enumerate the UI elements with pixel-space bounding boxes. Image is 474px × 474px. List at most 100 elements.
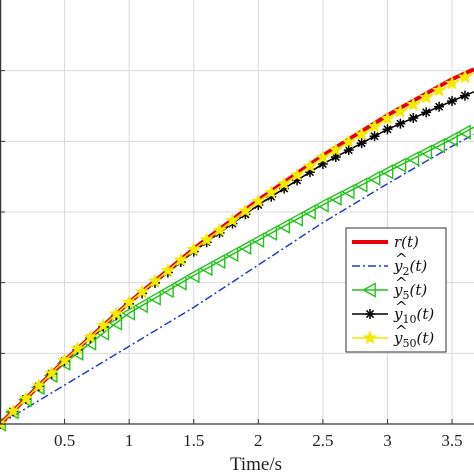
marker-triangle — [314, 197, 329, 213]
legend-arg: (t) — [409, 281, 427, 299]
legend-hat: ^ — [395, 250, 408, 268]
marker-star — [160, 263, 176, 277]
marker-star — [263, 185, 279, 199]
legend-base: r — [394, 233, 402, 251]
marker-asterisk — [369, 131, 380, 142]
legend-arg: (t) — [409, 257, 427, 275]
legend-item: y5(t)^ — [352, 274, 427, 302]
marker-asterisk — [459, 90, 470, 101]
legend-label: y2(t) — [393, 257, 427, 278]
legend-hat: ^ — [395, 322, 408, 340]
marker-triangle — [289, 211, 303, 227]
marker-triangle — [159, 282, 174, 299]
marker-star — [70, 341, 85, 355]
legend-label: y5(t) — [393, 281, 427, 302]
series-1 — [0, 133, 474, 425]
marker-star — [362, 330, 378, 345]
marker-asterisk — [356, 138, 367, 149]
marker-triangle — [263, 225, 278, 241]
marker-triangle — [353, 177, 368, 193]
legend-base: y — [393, 329, 403, 347]
series-group — [0, 67, 474, 432]
marker-star — [444, 75, 460, 90]
legend-subscript: 10 — [402, 313, 416, 326]
x-tick-label: 1 — [125, 431, 134, 450]
marker-triangle — [392, 157, 407, 173]
axes — [0, 0, 474, 425]
legend: r(t)y2(t)^y5(t)^y10(t)^y50(t)^ — [345, 227, 447, 353]
x-tick-label: 0.5 — [54, 431, 75, 450]
marker-star — [354, 126, 369, 141]
marker-star — [109, 306, 124, 321]
series-markers — [0, 69, 473, 431]
legend-base: y — [393, 305, 403, 323]
marker-triangle — [172, 275, 187, 291]
legend-subscript: 50 — [402, 337, 416, 350]
marker-triangle — [121, 305, 136, 321]
legend-base: y — [393, 281, 403, 299]
x-axis-title: Time/s — [230, 454, 282, 474]
marker-triangle — [444, 131, 458, 147]
marker-star — [328, 142, 344, 156]
marker-triangle — [185, 267, 200, 284]
marker-asterisk — [408, 113, 419, 124]
marker-star — [380, 111, 395, 125]
marker-star — [186, 241, 201, 256]
marker-star — [121, 294, 137, 309]
marker-star — [31, 378, 46, 392]
marker-triangle — [431, 138, 446, 154]
x-tick-label: 3.5 — [441, 431, 462, 450]
marker-star — [251, 193, 266, 208]
marker-asterisk — [395, 118, 406, 129]
marker-star — [315, 149, 331, 164]
legend-subscript: 5 — [402, 289, 409, 302]
legend-hat: ^ — [395, 274, 408, 292]
marker-triangle — [250, 232, 265, 248]
series-line — [0, 133, 474, 425]
marker-star — [431, 82, 447, 97]
marker-triangle — [211, 253, 226, 270]
marker-star — [341, 134, 356, 149]
marker-asterisk — [447, 96, 458, 107]
marker-star — [418, 89, 434, 104]
marker-asterisk — [434, 101, 445, 112]
marker-star — [96, 318, 111, 332]
legend-subscript: 2 — [402, 265, 409, 278]
marker-star — [0, 416, 8, 431]
legend-arg: (t) — [401, 233, 419, 251]
legend-item: y10(t) ^ — [352, 298, 434, 326]
marker-asterisk — [330, 152, 341, 163]
marker-star — [225, 213, 240, 227]
x-tick-label: 2.5 — [312, 431, 333, 450]
x-tick-labels: 0.5 1 1.5 2 2.5 3 3.5 — [54, 431, 463, 450]
marker-star — [238, 203, 253, 218]
marker-star — [393, 104, 408, 118]
marker-triangle — [147, 290, 161, 306]
marker-triangle — [366, 170, 381, 187]
marker-star — [367, 118, 382, 133]
marker-triangle — [362, 282, 376, 298]
legend-hat: ^ — [395, 298, 408, 316]
marker-star — [212, 222, 227, 237]
legend-arg: (t) — [416, 305, 434, 323]
marker-star — [134, 284, 150, 299]
marker-star — [57, 352, 72, 367]
series-line — [0, 126, 474, 425]
marker-triangle — [198, 260, 213, 277]
legend-label: y50(t) — [393, 329, 434, 350]
marker-star — [457, 69, 473, 84]
x-tick-label: 3 — [383, 431, 392, 450]
x-tick-label: 1.5 — [183, 431, 204, 450]
marker-triangle — [237, 239, 252, 256]
marker-star — [199, 232, 214, 246]
marker-star — [173, 252, 189, 267]
marker-star — [83, 329, 98, 344]
marker-triangle — [302, 204, 316, 220]
marker-asterisk — [382, 124, 393, 135]
legend-arg: (t) — [416, 329, 434, 347]
legend-label: r(t) — [394, 233, 419, 251]
marker-asterisk — [365, 309, 375, 319]
marker-triangle — [418, 144, 433, 160]
legend-item: r(t) — [352, 233, 419, 251]
